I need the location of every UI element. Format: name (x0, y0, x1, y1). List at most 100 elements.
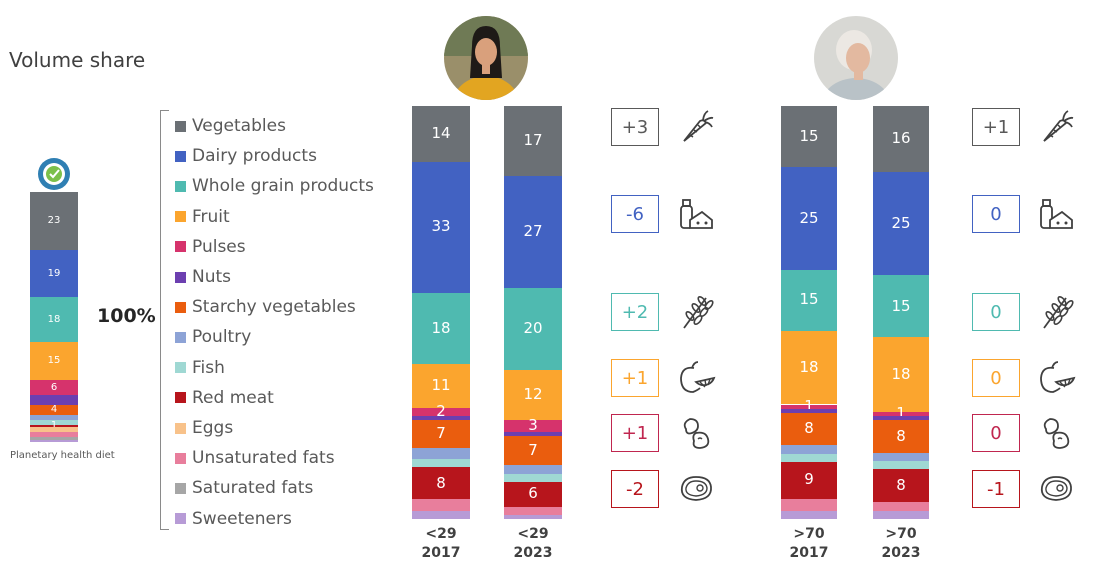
bar-segment-label: 8 (436, 473, 446, 492)
bar-segment-label: 25 (799, 208, 819, 227)
bar-segment (412, 292, 470, 365)
stacked-bar: 15 25 15 18 1 8 9 (781, 106, 837, 519)
bar-segment (873, 415, 929, 420)
x-axis-label-year: 2023 (881, 545, 921, 561)
wheat-icon (676, 292, 716, 332)
bar-segment-label: 18 (891, 364, 911, 383)
bar-segment-label: 7 (528, 441, 538, 460)
x-axis-label-group: >70 (885, 526, 917, 542)
bar-segment-label: 1 (50, 420, 58, 432)
bar-segment (412, 499, 470, 512)
bar-segment-label: 25 (891, 213, 911, 232)
beans-icon (1036, 413, 1076, 453)
bar-segment (412, 415, 470, 420)
legend-item: Vegetables (175, 116, 286, 136)
x-axis-label-year: 2023 (513, 545, 553, 561)
change-value-box: +2 (611, 293, 659, 331)
legend-swatch (175, 482, 186, 494)
bar-segment (30, 249, 78, 297)
x-axis-label: >70 2017 (769, 525, 849, 563)
bar-segment (504, 436, 562, 466)
bar-segment (412, 467, 470, 500)
legend-label: Unsaturated fats (192, 448, 335, 469)
planetary-health-diet-label: Planetary health diet (10, 450, 115, 461)
bar-segment (873, 172, 929, 276)
legend-item: Red meat (175, 388, 274, 408)
bar-segment (504, 465, 562, 474)
total-percent-label: 100% (97, 305, 156, 327)
elderly-woman-avatar (814, 16, 898, 100)
legend-item: Fruit (175, 207, 230, 227)
bar-segment (873, 106, 929, 173)
legend-bracket (160, 110, 169, 530)
bar-segment (781, 408, 837, 413)
bar-segment (781, 445, 837, 454)
steak-icon (1036, 469, 1076, 509)
bar-segment (873, 275, 929, 338)
bar-segment (873, 502, 929, 511)
bar-segment (504, 419, 562, 433)
legend-swatch (175, 422, 186, 434)
bar-segment (30, 432, 78, 437)
bar-segment (781, 330, 837, 405)
bar-segment (873, 419, 929, 453)
chart-title: Volume share (9, 48, 146, 72)
legend-swatch (175, 211, 186, 223)
bar-segment-label: 18 (431, 318, 451, 337)
milk-cheese-icon (676, 194, 716, 234)
bar-segment-label: 6 (528, 484, 538, 503)
bar-segment (30, 424, 78, 427)
stacked-bar: 14 33 18 11 2 7 8 (412, 106, 470, 519)
bar-segment (412, 106, 470, 162)
bar-segment-label: 20 (523, 319, 543, 338)
legend-item: Saturated fats (175, 478, 313, 498)
legend-label: Starchy vegetables (192, 297, 356, 318)
legend-item: Poultry (175, 327, 251, 347)
change-value-box: +1 (972, 108, 1020, 146)
carrot-icon (676, 107, 716, 147)
legend-swatch (175, 120, 186, 132)
bar-segment (781, 106, 837, 168)
legend-swatch (175, 362, 186, 374)
legend-item: Unsaturated fats (175, 448, 335, 468)
legend-label: Saturated fats (192, 478, 314, 499)
bar-segment-label: 19 (47, 267, 61, 279)
legend-swatch (175, 452, 186, 464)
bar-segment (412, 447, 470, 460)
bar-segment-label: 9 (804, 470, 814, 489)
bar-segment-label: 23 (47, 215, 61, 227)
bar-segment (873, 469, 929, 503)
bar-segment-label: 3 (528, 416, 538, 435)
carrot-icon (1036, 107, 1076, 147)
bar-segment (504, 514, 562, 519)
bar-segment-label: 8 (896, 426, 906, 445)
bar-segment-label: 15 (799, 126, 819, 145)
bar-segment (30, 427, 78, 432)
change-value-box: +3 (611, 108, 659, 146)
bar-segment (504, 473, 562, 482)
bar-segment (30, 379, 78, 395)
change-value-box: 0 (972, 293, 1020, 331)
bar-segment (504, 481, 562, 507)
x-axis-label-year: 2017 (789, 545, 829, 561)
x-axis-label: <29 2023 (493, 525, 573, 563)
legend-item: Eggs (175, 418, 233, 438)
x-axis-label-year: 2017 (421, 545, 461, 561)
legend-swatch (175, 392, 186, 404)
x-axis-label-group: <29 (425, 526, 457, 542)
bar-segment-label: 7 (436, 423, 446, 442)
legend-label: Sweeteners (192, 508, 292, 529)
legend-item: Nuts (175, 267, 231, 287)
beans-icon (676, 413, 716, 453)
bar-segment (30, 437, 78, 440)
milk-cheese-icon (1036, 194, 1076, 234)
bar-segment (781, 498, 837, 511)
bar-segment-label: 15 (47, 355, 61, 367)
young-woman-avatar (444, 16, 528, 100)
bar-segment-label: 15 (799, 290, 819, 309)
fruit-icon (676, 358, 716, 398)
bar-segment (781, 167, 837, 270)
bar-segment (504, 176, 562, 288)
bar-segment (504, 432, 562, 437)
x-axis-label: >70 2023 (861, 525, 941, 563)
